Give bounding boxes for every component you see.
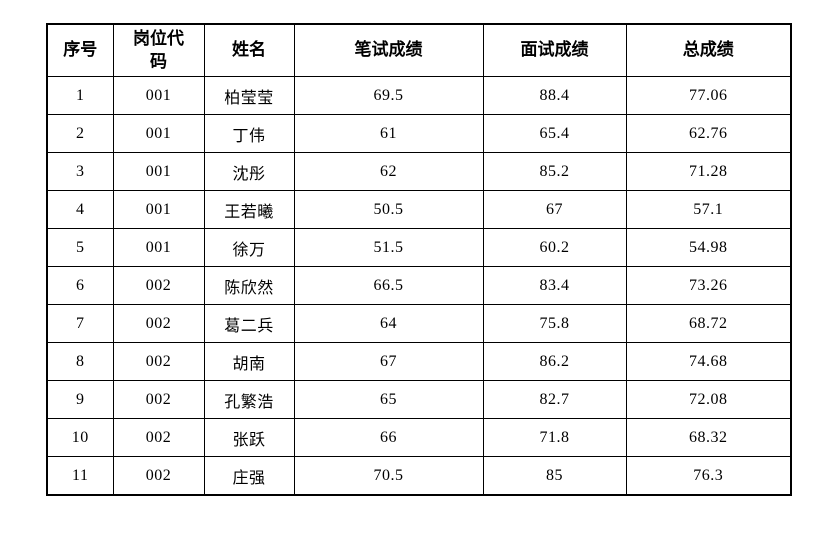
table-row: 11 002 庄强 70.5 85 76.3 (46, 456, 792, 496)
cell-position-code: 002 (112, 304, 205, 343)
table-body: 1 001 柏莹莹 69.5 88.4 77.06 2 001 丁伟 61 65.4 62.76 3 00… (46, 76, 792, 496)
cell-written-score: 66.5 (293, 266, 484, 305)
cell-name: 庄强 (203, 456, 295, 496)
cell-written-score: 61 (293, 114, 484, 153)
cell-interview-score: 60.2 (482, 228, 627, 267)
cell-interview-score: 67 (482, 190, 627, 229)
table-row: 1 001 柏莹莹 69.5 88.4 77.06 (46, 76, 792, 115)
cell-name: 徐万 (203, 228, 295, 267)
cell-interview-score: 82.7 (482, 380, 627, 419)
cell-index: 11 (46, 456, 114, 496)
cell-total-score: 76.3 (625, 456, 792, 496)
table-row: 7 002 葛二兵 64 75.8 68.72 (46, 304, 792, 343)
cell-written-score: 65 (293, 380, 484, 419)
cell-total-score: 62.76 (625, 114, 792, 153)
table-row: 4 001 王若曦 50.5 67 57.1 (46, 190, 792, 229)
column-header-interview-score: 面试成绩 (482, 23, 627, 77)
cell-name: 张跃 (203, 418, 295, 457)
column-header-written-score: 笔试成绩 (293, 23, 484, 77)
cell-index: 10 (46, 418, 114, 457)
column-header-index: 序号 (46, 23, 114, 77)
cell-total-score: 72.08 (625, 380, 792, 419)
table-row: 10 002 张跃 66 71.8 68.32 (46, 418, 792, 457)
cell-name: 王若曦 (203, 190, 295, 229)
cell-total-score: 54.98 (625, 228, 792, 267)
cell-index: 4 (46, 190, 114, 229)
table-row: 9 002 孔繁浩 65 82.7 72.08 (46, 380, 792, 419)
cell-index: 9 (46, 380, 114, 419)
cell-total-score: 77.06 (625, 76, 792, 115)
cell-position-code: 001 (112, 228, 205, 267)
cell-interview-score: 83.4 (482, 266, 627, 305)
cell-position-code: 002 (112, 342, 205, 381)
cell-written-score: 64 (293, 304, 484, 343)
cell-index: 7 (46, 304, 114, 343)
cell-written-score: 70.5 (293, 456, 484, 496)
table-row: 2 001 丁伟 61 65.4 62.76 (46, 114, 792, 153)
cell-written-score: 69.5 (293, 76, 484, 115)
cell-position-code: 002 (112, 380, 205, 419)
cell-written-score: 50.5 (293, 190, 484, 229)
cell-index: 5 (46, 228, 114, 267)
cell-name: 柏莹莹 (203, 76, 295, 115)
cell-position-code: 001 (112, 152, 205, 191)
cell-interview-score: 86.2 (482, 342, 627, 381)
cell-position-code: 002 (112, 418, 205, 457)
cell-name: 丁伟 (203, 114, 295, 153)
cell-total-score: 73.26 (625, 266, 792, 305)
cell-written-score: 51.5 (293, 228, 484, 267)
cell-written-score: 66 (293, 418, 484, 457)
table-row: 3 001 沈彤 62 85.2 71.28 (46, 152, 792, 191)
score-table: 序号 岗位代码 姓名 笔试成绩 面试成绩 总成绩 1 001 柏莹莹 69.5 88.4… (46, 23, 792, 496)
cell-total-score: 68.72 (625, 304, 792, 343)
cell-written-score: 67 (293, 342, 484, 381)
cell-interview-score: 85 (482, 456, 627, 496)
cell-index: 1 (46, 76, 114, 115)
cell-index: 3 (46, 152, 114, 191)
column-header-position-code-label: 岗位代码 (133, 28, 184, 71)
table-header-row: 序号 岗位代码 姓名 笔试成绩 面试成绩 总成绩 (46, 23, 792, 77)
cell-position-code: 002 (112, 266, 205, 305)
column-header-name: 姓名 (203, 23, 295, 77)
cell-name: 沈彤 (203, 152, 295, 191)
cell-position-code: 001 (112, 76, 205, 115)
cell-interview-score: 65.4 (482, 114, 627, 153)
cell-written-score: 62 (293, 152, 484, 191)
cell-total-score: 57.1 (625, 190, 792, 229)
column-header-position-code: 岗位代码 (112, 23, 205, 77)
cell-interview-score: 75.8 (482, 304, 627, 343)
cell-index: 8 (46, 342, 114, 381)
cell-name: 葛二兵 (203, 304, 295, 343)
table-row: 8 002 胡南 67 86.2 74.68 (46, 342, 792, 381)
cell-interview-score: 88.4 (482, 76, 627, 115)
cell-interview-score: 85.2 (482, 152, 627, 191)
table-row: 6 002 陈欣然 66.5 83.4 73.26 (46, 266, 792, 305)
cell-name: 孔繁浩 (203, 380, 295, 419)
table-row: 5 001 徐万 51.5 60.2 54.98 (46, 228, 792, 267)
cell-name: 胡南 (203, 342, 295, 381)
cell-total-score: 74.68 (625, 342, 792, 381)
cell-position-code: 001 (112, 190, 205, 229)
cell-interview-score: 71.8 (482, 418, 627, 457)
cell-name: 陈欣然 (203, 266, 295, 305)
cell-position-code: 001 (112, 114, 205, 153)
cell-total-score: 68.32 (625, 418, 792, 457)
column-header-total-score: 总成绩 (625, 23, 792, 77)
cell-position-code: 002 (112, 456, 205, 496)
cell-index: 6 (46, 266, 114, 305)
cell-total-score: 71.28 (625, 152, 792, 191)
cell-index: 2 (46, 114, 114, 153)
